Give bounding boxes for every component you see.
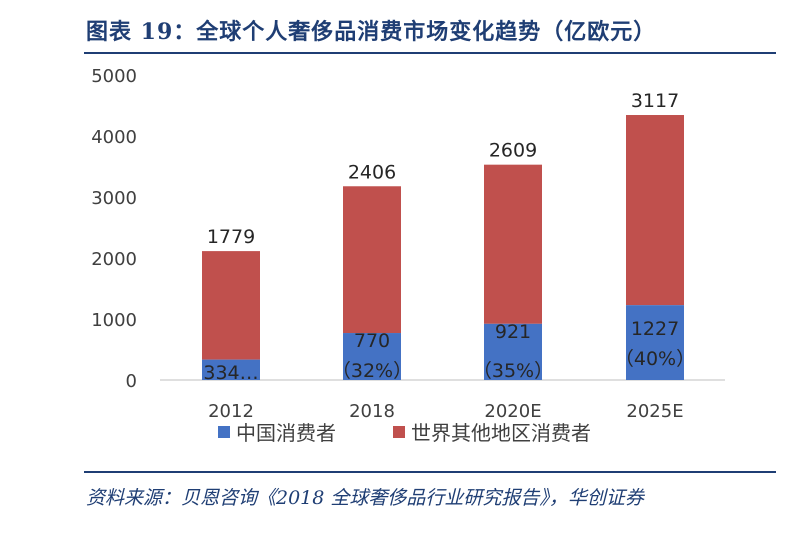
y-tick-label: 1000 <box>91 310 137 331</box>
bar-segment-china <box>202 359 260 380</box>
bar-segment-rest-of-world <box>343 186 401 334</box>
china-value-label: 334… <box>203 362 258 384</box>
y-tick-label: 5000 <box>91 66 137 87</box>
y-tick-label: 3000 <box>91 188 137 209</box>
china-share-label: （32%） <box>332 360 412 382</box>
x-tick-label: 2018 <box>349 401 395 422</box>
bar-segment-china <box>343 333 401 380</box>
stacked-bar-chart: 0 1000 2000 3000 4000 5000 1779 334… 2012 2406 770… <box>91 66 725 445</box>
top-value-label: 3117 <box>631 90 679 112</box>
x-tick-label: 2012 <box>208 401 254 422</box>
y-tick-label: 2000 <box>91 249 137 270</box>
legend-swatch <box>218 426 230 438</box>
legend-swatch <box>393 426 405 438</box>
china-share-label: （40%） <box>615 348 695 370</box>
legend-label: 世界其他地区消费者 <box>411 421 591 445</box>
legend-label: 中国消费者 <box>236 421 336 445</box>
x-tick-label: 2020E <box>484 401 541 422</box>
china-value-label: 921 <box>495 321 531 343</box>
y-tick-label: 4000 <box>91 127 137 148</box>
chart-title: 图表 19：全球个人奢侈品消费市场变化趋势（亿欧元） <box>86 19 657 45</box>
china-share-label: （35%） <box>473 360 553 382</box>
bar-segment-china <box>484 323 542 380</box>
china-value-label: 770 <box>354 330 390 352</box>
bar-segment-rest-of-world <box>202 251 260 360</box>
china-value-label: 1227 <box>631 318 679 340</box>
bar-segment-rest-of-world <box>626 115 684 306</box>
top-value-label: 2609 <box>489 140 537 162</box>
title-divider <box>84 52 776 54</box>
x-tick-label: 2025E <box>626 401 683 422</box>
bar-segment-china <box>626 305 684 380</box>
top-value-label: 1779 <box>207 226 255 248</box>
top-value-label: 2406 <box>348 161 396 183</box>
source-note: 资料来源：贝恩咨询《2018 全球奢侈品行业研究报告》，华创证券 <box>86 487 644 509</box>
y-tick-label: 0 <box>126 371 137 392</box>
source-divider <box>84 471 776 473</box>
bar-segment-rest-of-world <box>484 164 542 324</box>
